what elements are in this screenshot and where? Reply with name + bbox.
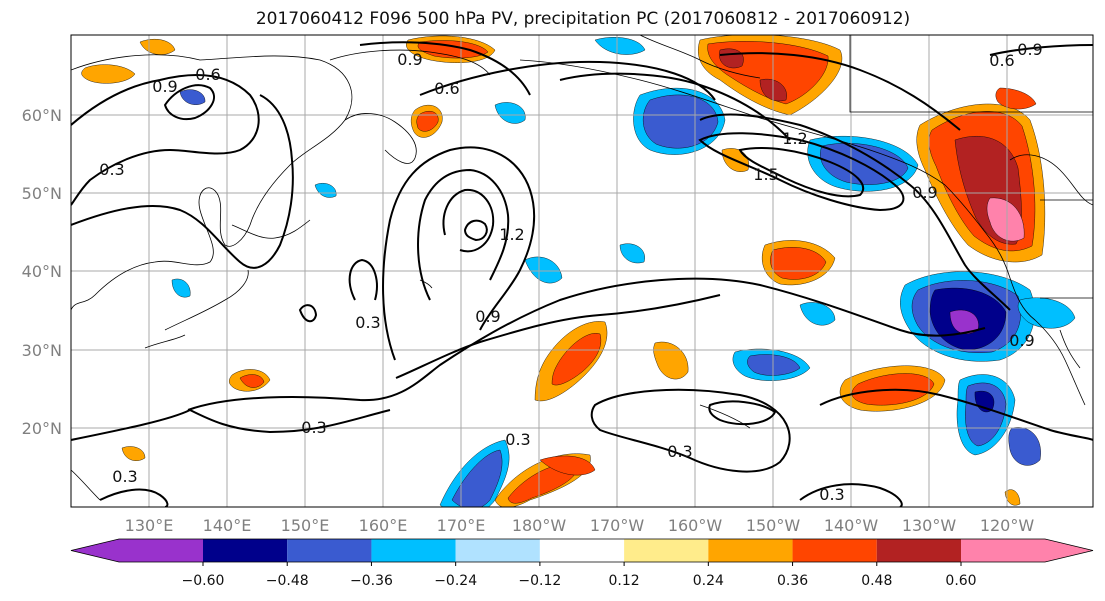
contour-label: 0.9: [475, 307, 500, 326]
graticule: [71, 35, 1093, 507]
longitude-label: 130°W: [902, 516, 957, 535]
colorbar-tick-label: 0.12: [609, 573, 640, 589]
colorbar-segment: [708, 539, 793, 562]
contour-label: 0.3: [99, 160, 124, 179]
longitude-label: 170°W: [590, 516, 645, 535]
colorbar-tick-label: −0.60: [182, 573, 225, 589]
colorbar-segment: [371, 539, 456, 562]
precip-pc-fill: [81, 35, 1076, 507]
colorbar-segment: [624, 539, 709, 562]
map-area: 0.90.60.90.60.90.61.21.50.91.20.90.30.90…: [71, 35, 1093, 507]
colorbar-segment: [287, 539, 372, 562]
contour-label: 0.6: [195, 65, 220, 84]
longitude-label: 150°W: [746, 516, 801, 535]
colorbar-tick-label: 0.36: [777, 573, 808, 589]
contour-label: 0.9: [1009, 331, 1034, 350]
colorbar-segment: [71, 539, 203, 562]
colorbar-tick-labels: −0.60 −0.48 −0.36 −0.24 −0.12 0.12 0.24 0.36 0.4…: [182, 562, 977, 589]
contour-labels: 0.90.60.90.60.90.61.21.50.91.20.90.30.90…: [99, 40, 1042, 504]
contour-label: 0.6: [434, 79, 459, 98]
colorbar-segment: [792, 539, 877, 562]
latitude-labels: 60°N 50°N 40°N 30°N 20°N: [22, 106, 62, 438]
contour-label: 0.9: [397, 50, 422, 69]
colorbar-outline: [70, 538, 1094, 563]
colorbar-tick-label: −0.12: [518, 573, 561, 589]
longitude-label: 160°W: [668, 516, 723, 535]
longitude-label: 130°E: [125, 516, 174, 535]
latitude-label: 20°N: [22, 419, 62, 438]
longitude-label: 180°W: [512, 516, 567, 535]
coastlines: [71, 35, 1093, 501]
colorbar-tick-label: 0.48: [861, 573, 892, 589]
longitude-label: 140°E: [203, 516, 252, 535]
contour-label: 0.9: [912, 183, 937, 202]
colorbar: [70, 538, 1094, 563]
colorbar-tick-label: 0.60: [945, 573, 976, 589]
contour-label: 0.3: [112, 467, 137, 486]
contour-label: 0.6: [989, 51, 1014, 70]
colorbar-tick-label: 0.24: [693, 573, 724, 589]
contour-label: 0.3: [355, 313, 380, 332]
longitude-label: 140°W: [824, 516, 879, 535]
colorbar-segment: [961, 539, 1093, 562]
contour-label: 0.9: [1017, 40, 1042, 59]
contour-label: 0.3: [505, 430, 530, 449]
latitude-label: 50°N: [22, 184, 62, 203]
contour-label: 0.3: [667, 442, 692, 461]
contour-label: 1.2: [499, 225, 524, 244]
longitude-labels: 130°E 140°E 150°E 160°E 170°E 180°W 170°W 160°W…: [125, 516, 1035, 535]
longitude-label: 150°E: [281, 516, 330, 535]
colorbar-segment: [455, 539, 540, 562]
map-frame: [70, 34, 1094, 508]
colorbar-tick-label: −0.48: [266, 573, 309, 589]
contour-label: 0.3: [301, 418, 326, 437]
contour-label: 1.5: [753, 165, 778, 184]
latitude-label: 30°N: [22, 341, 62, 360]
contour-label: 1.2: [782, 129, 807, 148]
colorbar-segment: [876, 539, 961, 562]
pv-contours: [71, 41, 1093, 507]
latitude-label: 60°N: [22, 106, 62, 125]
map-title: 2017060412 F096 500 hPa PV, precipitatio…: [256, 9, 910, 29]
longitude-label: 120°W: [980, 516, 1035, 535]
longitude-label: 160°E: [359, 516, 408, 535]
colorbar-segment: [203, 539, 288, 562]
longitude-label: 170°E: [437, 516, 486, 535]
contour-label: 0.3: [819, 485, 844, 504]
colorbar-tick-label: −0.24: [434, 573, 477, 589]
latitude-label: 40°N: [22, 262, 62, 281]
colorbar-tick-label: −0.36: [350, 573, 393, 589]
colorbar-segment: [539, 539, 625, 562]
contour-label: 0.9: [152, 77, 177, 96]
